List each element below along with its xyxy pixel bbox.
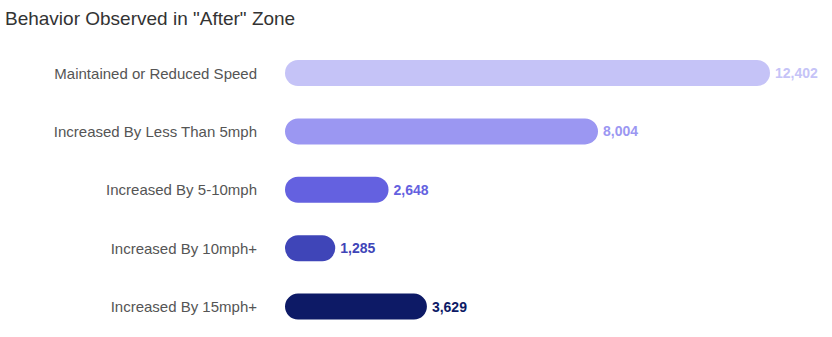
svg-text:Increased By 10mph+: Increased By 10mph+: [111, 240, 258, 257]
svg-text:3,629: 3,629: [432, 299, 467, 315]
svg-text:12,402: 12,402: [775, 65, 818, 81]
svg-text:Increased By 15mph+: Increased By 15mph+: [111, 298, 258, 315]
svg-text:Maintained or Reduced Speed: Maintained or Reduced Speed: [54, 65, 257, 82]
svg-text:Increased By Less Than 5mph: Increased By Less Than 5mph: [54, 123, 257, 140]
svg-text:Increased By 5-10mph: Increased By 5-10mph: [106, 181, 257, 198]
svg-text:2,648: 2,648: [394, 182, 429, 198]
svg-text:8,004: 8,004: [603, 123, 638, 139]
html-text:Behavior Observed in "After" Z: Behavior Observed in "After" Zone: [5, 8, 296, 29]
svg-text:1,285: 1,285: [340, 240, 375, 256]
